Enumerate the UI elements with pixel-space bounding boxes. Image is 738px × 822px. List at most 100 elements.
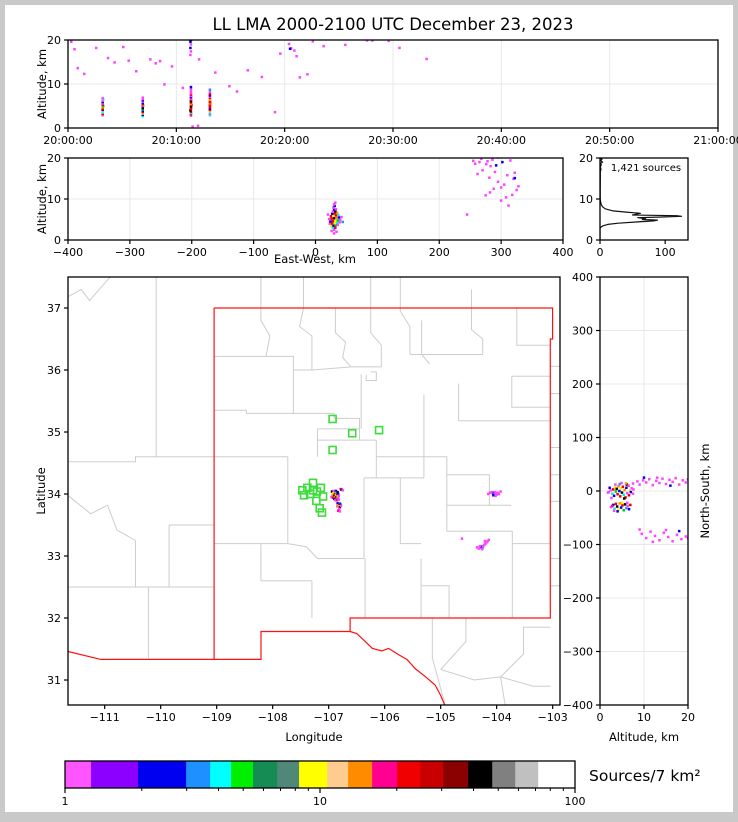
county-boundary-line [500,676,506,705]
source-point [189,99,193,103]
source-point [612,509,616,513]
source-point [141,109,144,113]
x-tick-label: 20:50:00 [585,134,634,147]
source-point [344,43,347,47]
state-border-line [68,650,215,661]
source-point [473,162,477,165]
x-tick-label: −100 [239,246,269,259]
y-tick-label: 10 [47,78,61,91]
colorbar-segment [277,761,300,788]
ew_height-panel: −400 −300 −200 −100 0 100 200 300 400 0 10 20 [47,152,574,259]
source-point [651,540,655,544]
source-point [477,547,480,550]
source-point [189,110,193,113]
source-point [331,210,335,213]
source-point [681,479,684,482]
map-xlabel: Longitude [285,730,342,744]
lma-station-marker [308,485,318,495]
source-point [189,94,193,98]
source-point [655,479,658,483]
source-point [141,113,144,117]
source-point [189,97,193,100]
source-point [627,507,631,511]
lma-station-marker [315,503,325,513]
county-boundary-line [365,371,377,381]
source-point [497,492,501,496]
lma-station-marker [299,490,309,500]
source-point [499,186,503,189]
source-point [101,96,104,100]
source-point [629,503,632,507]
source-point [208,100,212,104]
source-point [101,102,104,105]
source-point [332,217,336,220]
source-point [515,188,518,192]
x-tick-label: −108 [258,711,288,724]
x-tick-label: −105 [426,711,456,724]
source-point [640,532,644,536]
source-point [644,536,648,540]
source-point [494,164,498,167]
source-point [141,110,144,114]
source-point [170,65,174,68]
source-point [333,212,336,215]
lma-station-marker [316,483,326,493]
source-point [675,533,679,537]
source-point [101,113,104,117]
source-point [493,170,497,174]
source-point [502,183,506,186]
county-boundary-line [440,618,467,670]
source-point [509,159,512,162]
lma-station-marker [347,428,357,438]
county-boundary-line [421,585,450,618]
colorbar-segment [253,761,278,788]
county-boundary-line [213,409,294,414]
source-point [335,230,338,234]
source-point [189,109,192,112]
lma-station-marker [328,414,337,424]
x-tick-label: 0 [312,246,319,259]
time-height-ylabel: Altitude, km [35,49,49,119]
source-point [191,125,194,128]
source-point [209,102,212,105]
source-point [141,99,144,102]
lma-station-marker [374,425,384,435]
plan_view_map-data-area [68,277,560,705]
colorbar-segment [538,761,576,788]
source-point [610,496,613,500]
source-point [293,49,296,52]
source-point [622,493,626,496]
source-point [335,498,339,502]
source-point [615,487,618,491]
source-point [499,490,502,493]
source-point [70,40,73,44]
y-tick-label: 200 [572,378,593,391]
source-point [330,229,333,233]
source-point [334,498,337,502]
source-point [626,491,629,495]
source-point [189,102,193,106]
source-point [335,216,338,220]
county-boundary-line [68,277,111,302]
figure-background [5,5,733,812]
county-boundary-line [311,366,352,371]
colorbar-segment [299,761,328,788]
colorbar-segment [65,761,92,788]
source-point [677,483,681,486]
source-point [487,492,490,496]
source-point [329,214,333,218]
source-point [336,223,340,227]
source-point [494,494,497,498]
source-point [101,103,104,106]
source-point [336,492,340,496]
source-point [478,544,482,548]
source-point [214,71,217,74]
source-point [664,482,668,486]
source-point [189,114,193,117]
source-point [615,505,619,508]
county-boundary-line [287,543,318,559]
y-tick-label: 400 [572,271,593,284]
source-point [480,158,483,161]
alt_histogram-panel: 0 100 0 10 20 [579,152,689,259]
source-point [618,495,622,498]
